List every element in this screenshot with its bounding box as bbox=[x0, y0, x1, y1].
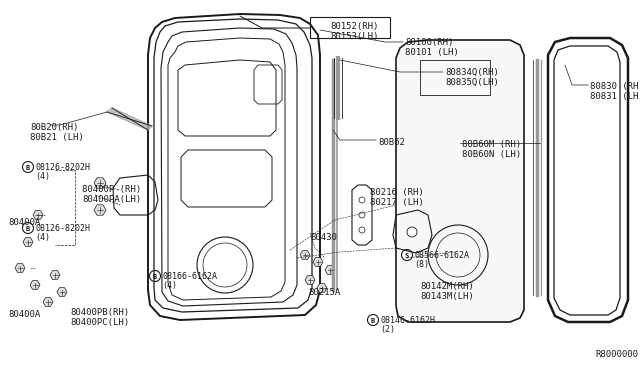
Polygon shape bbox=[305, 276, 315, 284]
Text: S: S bbox=[405, 253, 409, 259]
Text: 80400PB(RH): 80400PB(RH) bbox=[70, 308, 129, 317]
Text: 80B20(RH): 80B20(RH) bbox=[30, 123, 78, 132]
Text: (4): (4) bbox=[35, 172, 51, 181]
Text: 80B62: 80B62 bbox=[378, 138, 405, 147]
Polygon shape bbox=[94, 178, 106, 188]
Polygon shape bbox=[317, 284, 327, 292]
Polygon shape bbox=[33, 211, 43, 219]
Text: 08146-6162H: 08146-6162H bbox=[381, 316, 435, 325]
Text: 80215A: 80215A bbox=[308, 288, 340, 297]
Polygon shape bbox=[107, 108, 152, 130]
Text: 80152(RH): 80152(RH) bbox=[330, 22, 378, 31]
Text: 08566-6162A: 08566-6162A bbox=[415, 251, 470, 260]
Polygon shape bbox=[57, 288, 67, 296]
Text: 80100(RH): 80100(RH) bbox=[405, 38, 453, 47]
Polygon shape bbox=[325, 266, 335, 274]
Polygon shape bbox=[107, 108, 152, 130]
Text: 80153(LH): 80153(LH) bbox=[330, 32, 378, 41]
Text: (2): (2) bbox=[381, 325, 396, 334]
Text: 80400A: 80400A bbox=[8, 218, 40, 227]
Polygon shape bbox=[30, 280, 40, 289]
Text: B: B bbox=[371, 318, 375, 324]
Text: 80B60M (RH): 80B60M (RH) bbox=[462, 140, 521, 149]
Text: (4): (4) bbox=[163, 281, 177, 290]
Polygon shape bbox=[23, 238, 33, 246]
Text: (4): (4) bbox=[35, 233, 51, 242]
Text: 80216 (RH): 80216 (RH) bbox=[370, 188, 424, 197]
Text: B: B bbox=[26, 226, 30, 232]
Text: 80B60N (LH): 80B60N (LH) bbox=[462, 150, 521, 159]
Polygon shape bbox=[43, 298, 53, 306]
Text: 80831 (LH): 80831 (LH) bbox=[590, 92, 640, 101]
Text: 80835Q(LH): 80835Q(LH) bbox=[445, 78, 499, 87]
Text: 08126-8202H: 08126-8202H bbox=[35, 224, 90, 233]
Text: (8): (8) bbox=[415, 260, 429, 269]
Text: 80B21 (LH): 80B21 (LH) bbox=[30, 133, 84, 142]
Text: 80101 (LH): 80101 (LH) bbox=[405, 48, 459, 57]
Text: 80400P (RH): 80400P (RH) bbox=[82, 185, 141, 194]
Polygon shape bbox=[94, 205, 106, 215]
Text: 80142M(RH): 80142M(RH) bbox=[420, 282, 474, 291]
Text: 80830 (RH): 80830 (RH) bbox=[590, 82, 640, 91]
Bar bbox=[310, 17, 390, 38]
Text: 08126-8202H: 08126-8202H bbox=[35, 163, 90, 172]
Polygon shape bbox=[313, 258, 323, 266]
Polygon shape bbox=[396, 40, 524, 322]
Text: R8000000: R8000000 bbox=[595, 350, 638, 359]
Text: 80400A: 80400A bbox=[8, 310, 40, 319]
Text: 80400PA(LH): 80400PA(LH) bbox=[82, 195, 141, 204]
Polygon shape bbox=[50, 271, 60, 279]
Text: 80834Q(RH): 80834Q(RH) bbox=[445, 68, 499, 77]
Bar bbox=[420, 60, 490, 95]
Text: 80217 (LH): 80217 (LH) bbox=[370, 198, 424, 207]
Text: 80143M(LH): 80143M(LH) bbox=[420, 292, 474, 301]
Polygon shape bbox=[300, 251, 310, 259]
Text: 80430: 80430 bbox=[310, 233, 337, 242]
Text: 80400PC(LH): 80400PC(LH) bbox=[70, 318, 129, 327]
Text: B: B bbox=[26, 165, 30, 171]
Text: B: B bbox=[153, 274, 157, 280]
Text: 08166-6162A: 08166-6162A bbox=[163, 272, 218, 281]
Polygon shape bbox=[15, 264, 25, 272]
